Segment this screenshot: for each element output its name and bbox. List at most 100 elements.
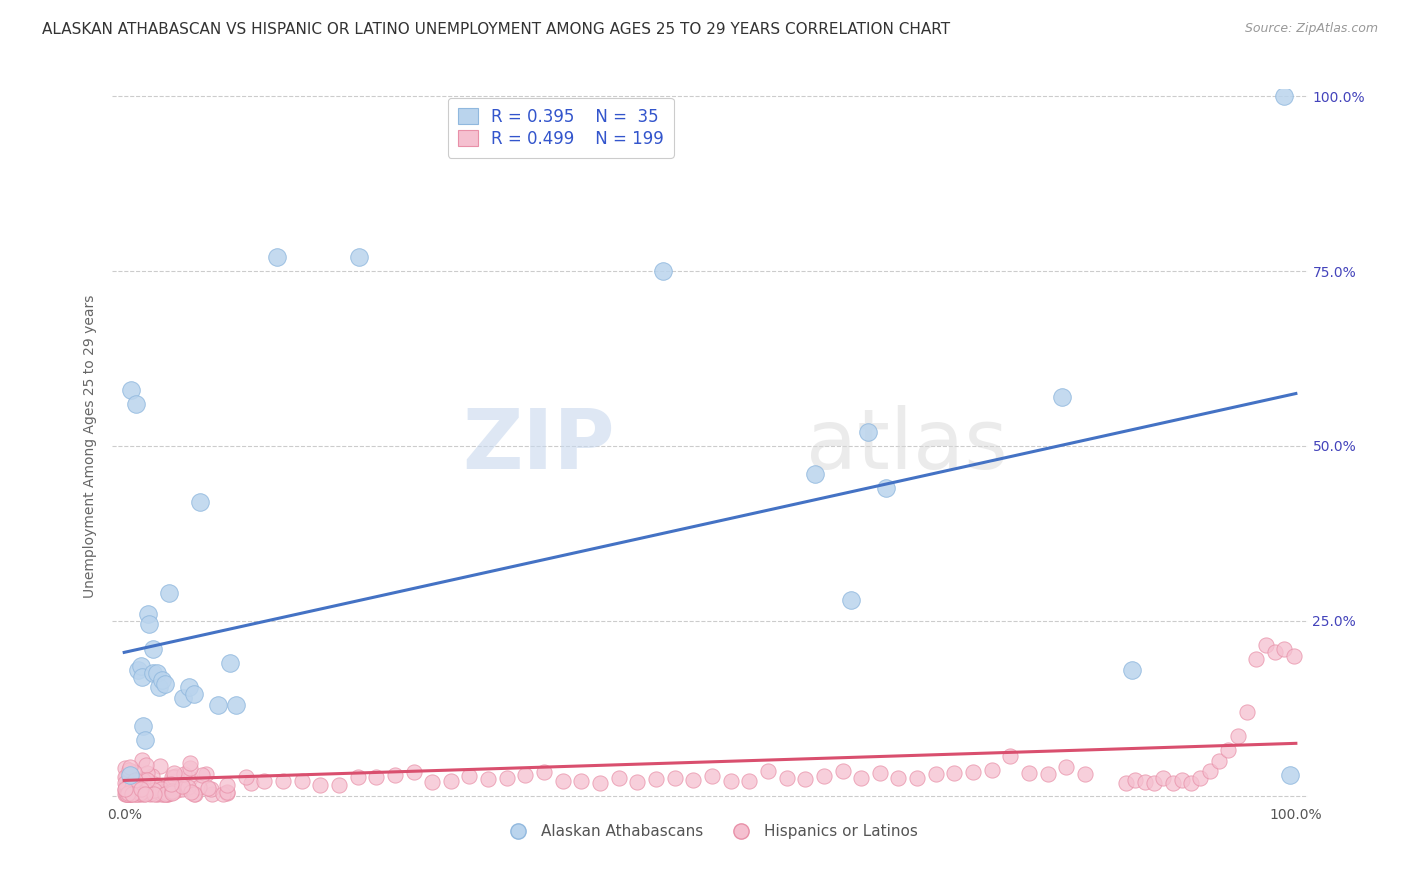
Point xyxy=(114,781,136,796)
Point xyxy=(1236,705,1258,719)
Point xyxy=(440,774,463,789)
Point xyxy=(115,782,138,797)
Point xyxy=(152,785,174,799)
Point xyxy=(115,771,138,785)
Point xyxy=(166,783,188,797)
Point xyxy=(682,772,704,787)
Point xyxy=(115,787,138,801)
Point xyxy=(384,768,406,782)
Point xyxy=(128,788,150,802)
Point xyxy=(1208,754,1230,768)
Point xyxy=(115,780,138,794)
Y-axis label: Unemployment Among Ages 25 to 29 years: Unemployment Among Ages 25 to 29 years xyxy=(83,294,97,598)
Point xyxy=(120,788,142,802)
Point xyxy=(1152,772,1174,786)
Point xyxy=(162,786,184,800)
Point xyxy=(134,783,156,797)
Point xyxy=(1050,390,1073,404)
Point xyxy=(804,467,827,481)
Point xyxy=(839,593,862,607)
Point xyxy=(124,779,146,793)
Point xyxy=(155,788,177,802)
Point xyxy=(191,768,214,782)
Point xyxy=(139,786,162,800)
Point xyxy=(129,659,152,673)
Point xyxy=(347,250,370,264)
Point xyxy=(183,787,205,801)
Point xyxy=(142,641,165,656)
Point xyxy=(980,763,1002,777)
Point xyxy=(849,771,872,785)
Point xyxy=(218,656,240,670)
Text: Source: ZipAtlas.com: Source: ZipAtlas.com xyxy=(1244,22,1378,36)
Point xyxy=(114,787,136,801)
Point xyxy=(1018,765,1040,780)
Point xyxy=(157,586,180,600)
Point xyxy=(172,690,194,705)
Point xyxy=(458,769,481,783)
Point xyxy=(1143,776,1166,790)
Point xyxy=(118,785,141,799)
Point xyxy=(128,786,150,800)
Point xyxy=(831,764,853,779)
Point xyxy=(738,773,761,788)
Point xyxy=(179,771,201,785)
Point xyxy=(195,767,218,781)
Point xyxy=(366,770,388,784)
Point xyxy=(1074,767,1097,781)
Point xyxy=(1189,772,1212,786)
Point xyxy=(157,787,180,801)
Point xyxy=(1036,767,1059,781)
Point xyxy=(225,698,247,712)
Point xyxy=(125,787,148,801)
Point xyxy=(215,785,238,799)
Point xyxy=(943,766,966,780)
Point xyxy=(142,783,165,797)
Point xyxy=(215,786,238,800)
Point xyxy=(160,784,183,798)
Point xyxy=(905,771,928,785)
Point xyxy=(124,778,146,792)
Point xyxy=(170,779,193,793)
Point xyxy=(1161,776,1184,790)
Point xyxy=(869,766,891,780)
Point xyxy=(127,780,149,795)
Point xyxy=(162,785,184,799)
Point xyxy=(156,788,179,802)
Point xyxy=(129,788,152,802)
Point xyxy=(132,772,155,787)
Point xyxy=(515,768,537,782)
Point xyxy=(145,787,167,801)
Point xyxy=(309,778,332,792)
Point xyxy=(183,687,205,701)
Point xyxy=(875,481,897,495)
Point xyxy=(152,788,174,802)
Point xyxy=(183,787,205,801)
Point xyxy=(477,772,499,786)
Point xyxy=(533,764,555,779)
Point xyxy=(179,756,201,771)
Point xyxy=(291,773,314,788)
Point xyxy=(114,778,136,792)
Point xyxy=(1115,776,1137,790)
Point xyxy=(120,383,142,397)
Point xyxy=(120,768,141,782)
Point xyxy=(138,617,160,632)
Point xyxy=(1180,776,1202,790)
Point xyxy=(146,666,169,681)
Point xyxy=(626,775,648,789)
Point xyxy=(1121,663,1143,677)
Point xyxy=(571,773,593,788)
Point xyxy=(172,779,194,793)
Point xyxy=(139,787,162,801)
Point xyxy=(122,780,145,794)
Point xyxy=(775,771,797,785)
Point xyxy=(135,772,157,787)
Point xyxy=(114,761,136,775)
Point xyxy=(134,788,156,802)
Point xyxy=(132,719,155,733)
Point xyxy=(127,788,149,802)
Point xyxy=(136,785,159,799)
Point xyxy=(858,425,880,439)
Point xyxy=(346,771,368,785)
